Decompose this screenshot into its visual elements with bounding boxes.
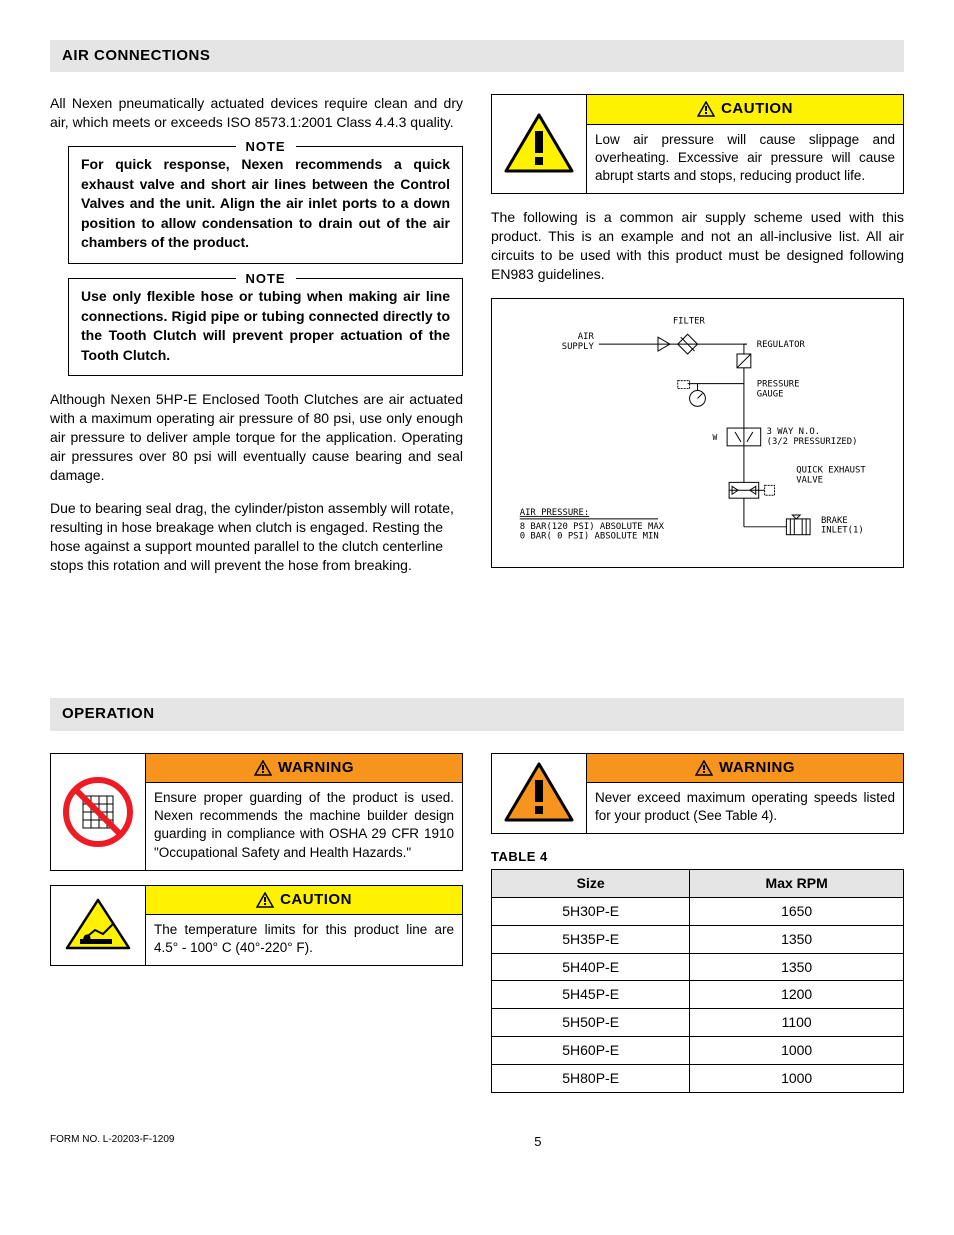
diagram-regulator-label: REGULATOR — [757, 340, 806, 350]
table-row: 5H40P-E1350 — [492, 953, 904, 981]
air-supply-diagram: FILTER AIR SUPPLY REGULATOR — [491, 298, 904, 568]
left-column: All Nexen pneumatically actuated devices… — [50, 94, 463, 588]
right-column: CAUTION Low air pressure will cause slip… — [491, 94, 904, 588]
diagram-brake-label: BRAKE — [821, 516, 848, 526]
diagram-qev-label: QUICK EXHAUST — [796, 465, 866, 475]
note-label: NOTE — [235, 270, 295, 288]
warning-header: WARNING — [146, 754, 462, 783]
note-text: Use only flexible hose or tubing when ma… — [81, 287, 450, 365]
svg-text:SUPPLY: SUPPLY — [562, 342, 595, 352]
warning-text: Never exceed maximum operating speeds li… — [587, 783, 903, 833]
diagram-gauge-label: PRESSURE — [757, 379, 800, 389]
warning-box-rpm: WARNING Never exceed maximum operating s… — [491, 753, 904, 835]
para-scheme: The following is a common air supply sch… — [491, 208, 904, 284]
para-rotation: Due to bearing seal drag, the cylinder/p… — [50, 499, 463, 575]
table-header-size: Size — [492, 869, 690, 897]
table-row: 5H35P-E1350 — [492, 925, 904, 953]
caution-header-text: CAUTION — [280, 890, 352, 910]
svg-text:(3/2 PRESSURIZED): (3/2 PRESSURIZED) — [767, 437, 858, 447]
table-row: 5H30P-E1650 — [492, 897, 904, 925]
caution-temp-icon — [51, 886, 146, 966]
diagram-airsupply-label: AIR — [578, 332, 595, 342]
warning-guard-icon — [51, 754, 146, 870]
left-column-op: WARNING Ensure proper guarding of the pr… — [50, 753, 463, 1093]
caution-header: CAUTION — [587, 95, 903, 124]
svg-text:VALVE: VALVE — [796, 475, 823, 485]
page-footer: FORM NO. L-20203-F-1209 5 . — [50, 1133, 904, 1151]
svg-text:INLET(1): INLET(1) — [821, 525, 864, 535]
warning-box-guarding: WARNING Ensure proper guarding of the pr… — [50, 753, 463, 871]
section-header-air: AIR CONNECTIONS — [50, 40, 904, 72]
diagram-pressure-note: AIR PRESSURE: — [520, 508, 589, 518]
air-connections-columns: All Nexen pneumatically actuated devices… — [50, 94, 904, 588]
table-row: 5H80P-E1000 — [492, 1065, 904, 1093]
note-box-2: NOTE Use only flexible hose or tubing wh… — [68, 278, 463, 376]
warning-text: Ensure proper guarding of the product is… — [146, 783, 462, 870]
caution-header-text: CAUTION — [721, 99, 793, 119]
warning-header-text: WARNING — [278, 758, 354, 778]
note-label: NOTE — [235, 138, 295, 156]
note-text: For quick response, Nexen recommends a q… — [81, 155, 450, 253]
svg-text:GAUGE: GAUGE — [757, 389, 784, 399]
page-number: 5 — [534, 1133, 541, 1151]
para-pressure: Although Nexen 5HP-E Enclosed Tooth Clut… — [50, 390, 463, 484]
diagram-valve-label: 3 WAY N.O. — [767, 427, 820, 437]
caution-header: CAUTION — [146, 886, 462, 915]
rpm-table: Size Max RPM 5H30P-E1650 5H35P-E1350 5H4… — [491, 869, 904, 1093]
table-header-rpm: Max RPM — [690, 869, 904, 897]
svg-text:8 BAR(120 PSI) ABSOLUTE MAX: 8 BAR(120 PSI) ABSOLUTE MAX — [520, 522, 665, 532]
table-row: 5H60P-E1000 — [492, 1037, 904, 1065]
table-label: TABLE 4 — [491, 848, 904, 866]
operation-columns: WARNING Ensure proper guarding of the pr… — [50, 753, 904, 1093]
para-intro: All Nexen pneumatically actuated devices… — [50, 94, 463, 132]
diagram-filter-label: FILTER — [673, 316, 706, 326]
table-row: 5H45P-E1200 — [492, 981, 904, 1009]
caution-text: Low air pressure will cause slippage and… — [587, 125, 903, 194]
form-number: FORM NO. L-20203-F-1209 — [50, 1133, 175, 1151]
warning-header-text: WARNING — [719, 758, 795, 778]
svg-text:W: W — [712, 433, 717, 442]
caution-box-air: CAUTION Low air pressure will cause slip… — [491, 94, 904, 194]
caution-box-temp: CAUTION The temperature limits for this … — [50, 885, 463, 967]
section-header-operation: OPERATION — [50, 698, 904, 730]
right-column-op: WARNING Never exceed maximum operating s… — [491, 753, 904, 1093]
note-box-1: NOTE For quick response, Nexen recommend… — [68, 146, 463, 264]
caution-icon — [492, 95, 587, 193]
warning-header: WARNING — [587, 754, 903, 783]
svg-text:0 BAR( 0 PSI) ABSOLUTE MIN: 0 BAR( 0 PSI) ABSOLUTE MIN — [520, 531, 659, 541]
table-row: 5H50P-E1100 — [492, 1009, 904, 1037]
warning-rpm-icon — [492, 754, 587, 834]
caution-text: The temperature limits for this product … — [146, 915, 462, 965]
